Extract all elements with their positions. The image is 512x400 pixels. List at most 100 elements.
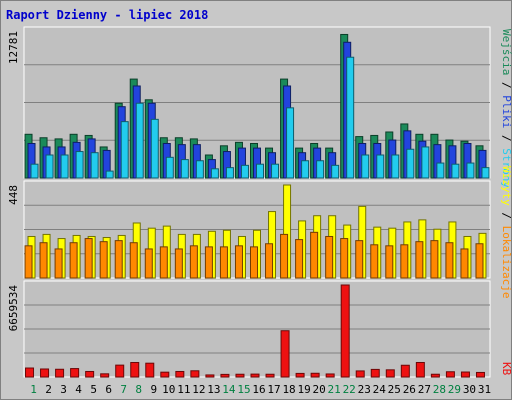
bar-lokalizacje-day-26: [400, 244, 409, 279]
day-label: 17: [267, 383, 280, 396]
bar-kb-day-22: [340, 284, 350, 378]
legend-part: Lokalizacje: [500, 226, 512, 299]
bar-strony-day-12: [195, 160, 204, 179]
bar-lokalizacje-day-17: [265, 243, 274, 279]
day-label: 8: [135, 383, 142, 396]
day-label: 5: [90, 383, 97, 396]
bar-strony-day-11: [180, 159, 189, 179]
bar-lokalizacje-day-1: [24, 245, 33, 279]
bar-strony-day-7: [120, 121, 129, 179]
bar-kb-day-2: [40, 368, 50, 378]
day-label: 28: [433, 383, 446, 396]
bar-strony-day-28: [436, 162, 445, 179]
bar-strony-day-17: [271, 163, 280, 179]
day-label: 26: [403, 383, 416, 396]
bar-kb-day-23: [355, 370, 365, 378]
bar-lokalizacje-day-29: [445, 242, 454, 279]
day-label: 13: [207, 383, 220, 396]
bar-kb-day-26: [400, 364, 410, 378]
day-label: 10: [162, 383, 175, 396]
bar-kb-day-17: [265, 373, 275, 378]
bar-lokalizacje-day-30: [460, 248, 469, 279]
bar-lokalizacje-day-2: [39, 242, 48, 279]
bar-lokalizacje-day-19: [295, 239, 304, 279]
bar-lokalizacje-day-21: [325, 235, 334, 279]
max-value-label: 12781: [7, 31, 20, 64]
bar-kb-day-12: [190, 370, 200, 378]
bar-strony-day-26: [406, 148, 415, 179]
bar-strony-day-27: [421, 146, 430, 179]
bar-strony-day-22: [346, 56, 355, 179]
bar-kb-day-3: [55, 368, 65, 378]
bar-strony-day-29: [451, 163, 460, 179]
legend-part: Pliki: [500, 95, 512, 128]
legend-part: Wejścia: [500, 29, 512, 75]
bar-lokalizacje-day-6: [99, 241, 108, 279]
visits-panel: 448: [7, 180, 491, 279]
day-label: 23: [358, 383, 371, 396]
bar-lokalizacje-day-11: [174, 248, 183, 279]
day-label: 27: [418, 383, 431, 396]
bar-kb-day-6: [100, 373, 110, 378]
bar-strony-day-15: [240, 164, 249, 179]
bar-kb-day-14: [220, 373, 230, 378]
bar-kb-day-5: [85, 370, 95, 378]
legend-part: /: [500, 206, 512, 226]
bar-strony-day-16: [256, 163, 264, 179]
day-label: 29: [448, 383, 461, 396]
bar-lokalizacje-day-3: [54, 248, 63, 279]
bar-lokalizacje-day-7: [114, 240, 123, 279]
bar-kb-day-9: [145, 362, 155, 378]
day-axis: 1 2 3 4 5 6 7 8 9 10 11 12 13 14 15 16 17 18 19 20 21 22 23 24 2…: [30, 383, 491, 396]
day-label: 3: [60, 383, 67, 396]
day-label: 11: [177, 383, 190, 396]
bar-kb-day-7: [115, 364, 125, 378]
bar-strony-day-13: [210, 168, 219, 179]
kb-panel: 6659534: [7, 280, 491, 378]
day-label: 19: [297, 383, 310, 396]
day-label: 20: [313, 383, 326, 396]
bar-lokalizacje-day-8: [129, 242, 138, 279]
bar-lokalizacje-day-23: [355, 240, 364, 279]
day-label: 12: [192, 383, 205, 396]
bar-kb-day-25: [385, 369, 395, 378]
bar-kb-day-11: [175, 370, 185, 378]
bar-strony-day-6: [105, 170, 114, 179]
bar-kb-day-30: [460, 371, 470, 378]
bar-kb-day-16: [250, 373, 260, 378]
day-label: 18: [282, 383, 295, 396]
bar-lokalizacje-day-16: [250, 246, 258, 279]
bar-kb-day-8: [130, 361, 140, 378]
bar-kb-day-4: [70, 368, 80, 378]
day-label: 25: [388, 383, 401, 396]
day-label: 2: [45, 383, 52, 396]
bar-lokalizacje-day-24: [370, 244, 379, 279]
chart-title: Raport Dzienny - lipiec 2018: [6, 8, 208, 22]
bar-strony-day-18: [286, 107, 295, 179]
bar-strony-day-24: [376, 154, 385, 179]
day-label: 9: [150, 383, 157, 396]
day-label: 30: [463, 383, 476, 396]
max-value-label: 6659534: [7, 285, 20, 332]
bar-lokalizacje-day-28: [430, 240, 439, 279]
bar-strony-day-1: [30, 163, 39, 179]
day-label: 15: [237, 383, 250, 396]
day-label: 31: [478, 383, 491, 396]
day-label: 1: [30, 383, 37, 396]
bar-kb-day-27: [415, 361, 425, 378]
bar-strony-day-21: [331, 164, 340, 179]
bar-strony-day-31: [481, 167, 490, 179]
day-label: 21: [328, 383, 341, 396]
bar-strony-day-30: [466, 162, 475, 179]
bar-kb-day-24: [370, 368, 380, 378]
bar-strony-day-5: [90, 152, 99, 179]
day-label: 24: [373, 383, 387, 396]
bar-strony-day-3: [60, 154, 69, 179]
day-label: 6: [105, 383, 112, 396]
bar-lokalizacje-day-13: [204, 246, 213, 279]
bar-kb-day-28: [430, 373, 440, 378]
bar-lokalizacje-day-4: [69, 242, 78, 279]
day-label: 16: [252, 383, 265, 396]
bar-kb-day-18: [280, 330, 290, 378]
